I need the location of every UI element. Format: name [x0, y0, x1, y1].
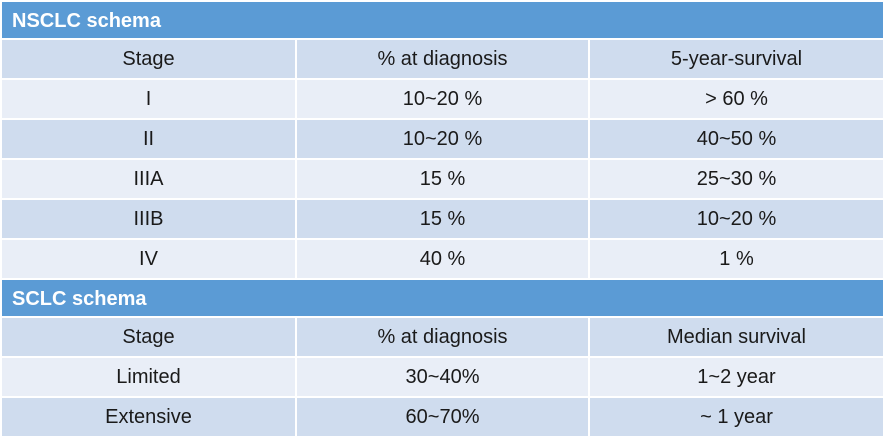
survival-cell: 40~50 %	[696, 127, 777, 150]
survival-cell: > 60 %	[705, 87, 768, 110]
table-row: II 10~20 % 40~50 %	[2, 120, 883, 160]
pct-cell: 60~70%	[297, 398, 590, 436]
table-row: IIIA 15 % 25~30 %	[2, 160, 883, 200]
header-pct-at-diagnosis: % at diagnosis	[297, 318, 590, 356]
survival-cell: 1 %	[719, 247, 754, 270]
survival-cell: 10~20 %	[696, 207, 777, 230]
pct-cell: 15 %	[297, 160, 590, 198]
survival-cell: 25~30 %	[696, 167, 777, 190]
nsclc-header-row: Stage % at diagnosis 5-year-survival	[2, 40, 883, 80]
stage-cell: Limited	[2, 358, 297, 396]
survival-tables: NSCLC schema Stage % at diagnosis 5-year…	[2, 2, 883, 438]
sclc-header-row: Stage % at diagnosis Median survival	[2, 318, 883, 358]
header-median-survival: Median survival	[667, 325, 806, 348]
header-pct-at-diagnosis: % at diagnosis	[297, 40, 590, 78]
survival-cell: ~ 1 year	[700, 405, 773, 428]
stage-cell: IIIB	[2, 200, 297, 238]
header-stage: Stage	[2, 318, 297, 356]
pct-cell: 10~20 %	[297, 80, 590, 118]
stage-cell: IIIA	[2, 160, 297, 198]
table-row: Extensive 60~70% ~ 1 year	[2, 398, 883, 438]
table-row: Limited 30~40% 1~2 year	[2, 358, 883, 398]
pct-cell: 15 %	[297, 200, 590, 238]
table-row: IIIB 15 % 10~20 %	[2, 200, 883, 240]
header-stage: Stage	[2, 40, 297, 78]
pct-cell: 30~40%	[297, 358, 590, 396]
table-row: IV 40 % 1 %	[2, 240, 883, 280]
table-row: I 10~20 % > 60 %	[2, 80, 883, 120]
nsclc-title: NSCLC schema	[2, 2, 883, 40]
header-5-year-survival: 5-year-survival	[670, 47, 803, 70]
stage-cell: I	[2, 80, 297, 118]
pct-cell: 10~20 %	[297, 120, 590, 158]
survival-cell: 1~2 year	[697, 365, 776, 388]
stage-cell: II	[2, 120, 297, 158]
sclc-title: SCLC schema	[2, 280, 883, 318]
stage-cell: Extensive	[2, 398, 297, 436]
stage-cell: IV	[2, 240, 297, 278]
pct-cell: 40 %	[297, 240, 590, 278]
